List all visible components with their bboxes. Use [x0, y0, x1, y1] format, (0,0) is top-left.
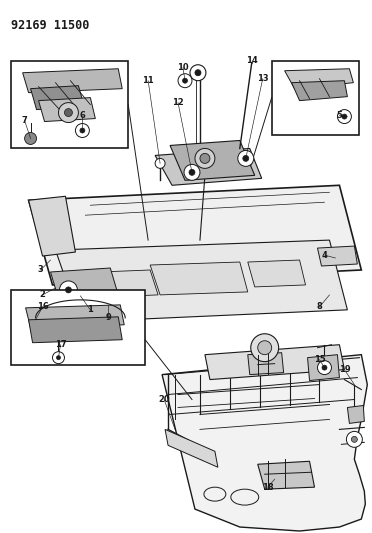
Circle shape	[258, 341, 272, 354]
Circle shape	[25, 133, 36, 144]
Text: 11: 11	[142, 76, 154, 85]
Polygon shape	[248, 260, 305, 287]
Polygon shape	[26, 305, 124, 328]
Polygon shape	[29, 196, 76, 256]
Circle shape	[200, 154, 210, 164]
Polygon shape	[150, 262, 248, 295]
Circle shape	[352, 437, 357, 442]
Polygon shape	[29, 317, 122, 343]
Text: 7: 7	[22, 116, 28, 125]
Text: 10: 10	[177, 63, 189, 72]
Text: 16: 16	[37, 302, 48, 311]
Circle shape	[318, 361, 331, 375]
Text: 17: 17	[55, 340, 66, 349]
Polygon shape	[347, 406, 364, 423]
Text: 9: 9	[105, 313, 111, 322]
Polygon shape	[55, 240, 347, 322]
Circle shape	[195, 70, 201, 76]
Text: 12: 12	[172, 98, 184, 107]
Text: 8: 8	[317, 302, 323, 311]
Circle shape	[155, 158, 165, 168]
Text: 14: 14	[246, 56, 258, 65]
Circle shape	[337, 110, 352, 124]
Circle shape	[322, 365, 327, 370]
Polygon shape	[29, 185, 361, 285]
Text: 19: 19	[339, 365, 350, 374]
Polygon shape	[258, 461, 314, 489]
Circle shape	[80, 128, 85, 133]
Circle shape	[60, 281, 77, 299]
Bar	[11, 290, 145, 365]
Text: 13: 13	[257, 74, 269, 83]
Circle shape	[104, 300, 112, 308]
Text: 5: 5	[337, 111, 342, 120]
Polygon shape	[292, 80, 347, 101]
Text: 3: 3	[38, 265, 44, 274]
Bar	[272, 61, 359, 135]
Circle shape	[76, 124, 89, 138]
Circle shape	[342, 114, 347, 119]
Circle shape	[99, 295, 117, 313]
Circle shape	[243, 156, 249, 161]
Circle shape	[64, 109, 73, 117]
Polygon shape	[23, 69, 122, 93]
Circle shape	[238, 150, 254, 166]
Text: 92169 11500: 92169 11500	[11, 19, 89, 32]
Polygon shape	[155, 149, 262, 185]
Polygon shape	[162, 354, 367, 531]
Circle shape	[189, 169, 195, 175]
Circle shape	[251, 334, 279, 362]
Polygon shape	[165, 430, 218, 467]
Polygon shape	[39, 98, 95, 122]
Circle shape	[65, 287, 71, 293]
Text: 6: 6	[80, 111, 85, 120]
Bar	[11, 61, 128, 149]
Polygon shape	[51, 268, 118, 299]
Circle shape	[58, 103, 78, 123]
Circle shape	[178, 74, 192, 87]
Circle shape	[52, 352, 64, 364]
Text: 20: 20	[158, 395, 170, 404]
Circle shape	[190, 64, 206, 80]
Text: 15: 15	[314, 355, 326, 364]
Text: 18: 18	[262, 483, 273, 491]
Polygon shape	[308, 354, 339, 381]
Polygon shape	[248, 353, 283, 375]
Text: 2: 2	[39, 290, 45, 300]
Text: 1: 1	[87, 305, 93, 314]
Polygon shape	[285, 69, 353, 88]
Circle shape	[57, 356, 61, 360]
Circle shape	[346, 431, 362, 447]
Circle shape	[184, 164, 200, 180]
Polygon shape	[170, 141, 255, 180]
Text: 4: 4	[321, 251, 327, 260]
Circle shape	[183, 78, 187, 83]
Circle shape	[195, 149, 215, 168]
Polygon shape	[205, 345, 344, 379]
Polygon shape	[100, 270, 158, 297]
Polygon shape	[318, 246, 357, 266]
Polygon shape	[31, 86, 84, 110]
